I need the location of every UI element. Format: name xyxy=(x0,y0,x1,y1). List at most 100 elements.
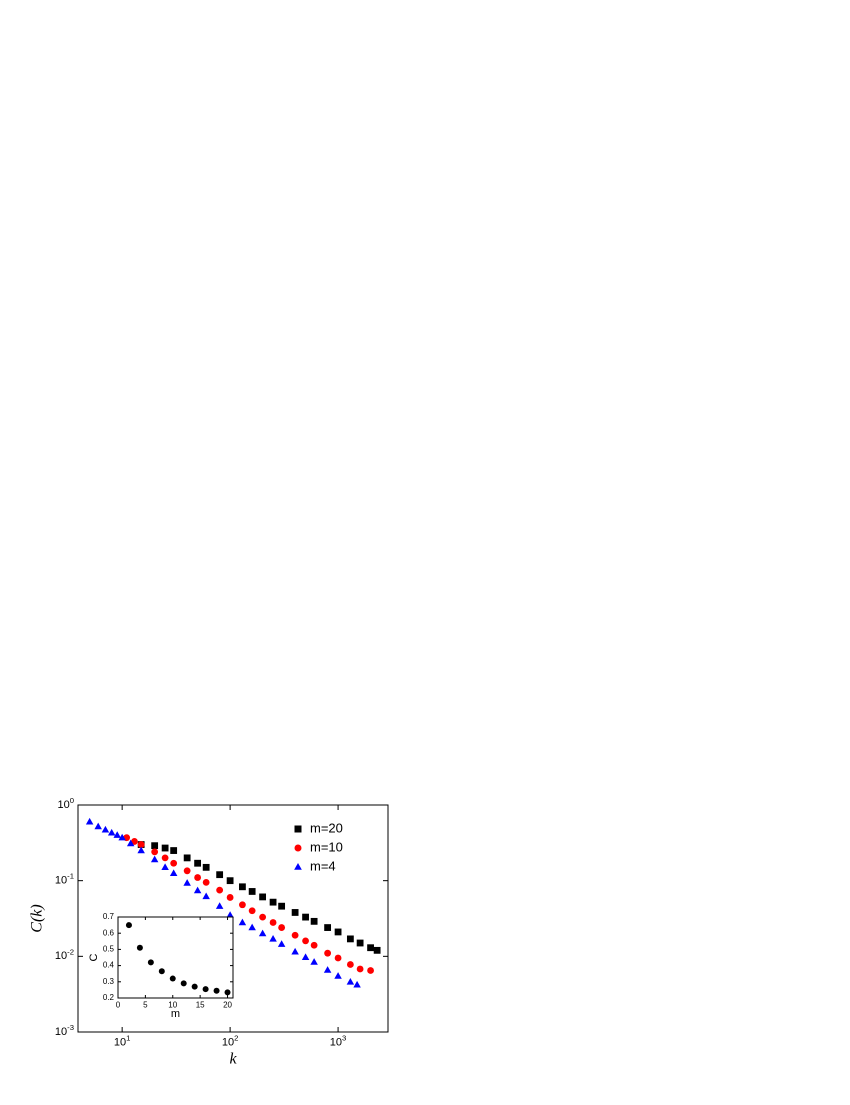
legend-label: m=10 xyxy=(310,839,343,854)
data-point xyxy=(194,874,202,881)
data-point xyxy=(216,871,224,879)
x-axis-label: k xyxy=(229,1051,237,1068)
data-point xyxy=(125,922,132,929)
data-point xyxy=(356,965,364,973)
data-point xyxy=(137,846,145,854)
data-point xyxy=(269,898,277,906)
x-tick-label: 103 xyxy=(330,1033,347,1048)
x-tick-label: 102 xyxy=(222,1033,239,1048)
data-point xyxy=(269,934,277,942)
data-point xyxy=(239,901,246,909)
data-point xyxy=(161,844,169,852)
data-point xyxy=(248,923,256,931)
data-point xyxy=(334,972,342,979)
data-point xyxy=(202,892,210,900)
data-point xyxy=(194,859,202,867)
data-point xyxy=(278,902,286,910)
data-point xyxy=(224,989,231,996)
data-point xyxy=(367,967,374,974)
data-point xyxy=(346,961,354,968)
data-point xyxy=(85,817,94,825)
y-tick-label: 100 xyxy=(57,796,74,811)
data-point xyxy=(226,911,234,918)
data-point xyxy=(213,987,220,994)
data-point xyxy=(113,831,121,838)
data-point xyxy=(216,886,224,894)
data-point xyxy=(193,886,202,894)
legend-marker xyxy=(294,844,302,852)
data-point xyxy=(310,958,318,965)
data-point xyxy=(202,863,210,871)
data-point xyxy=(310,941,318,949)
data-point xyxy=(131,838,138,845)
x-tick-label: 0 xyxy=(116,1001,121,1010)
data-point xyxy=(170,859,178,867)
x-tick-label: 10 xyxy=(168,1001,177,1010)
data-point xyxy=(356,939,364,947)
data-point xyxy=(169,869,178,877)
data-point xyxy=(291,931,299,939)
y-tick-label: 10-3 xyxy=(55,1023,74,1038)
data-point xyxy=(291,909,299,916)
data-point xyxy=(269,919,277,926)
y-tick-label: 10-2 xyxy=(55,947,74,962)
data-point xyxy=(126,839,135,847)
legend-label: m=4 xyxy=(310,858,336,873)
x-tick-label: 20 xyxy=(223,1001,232,1010)
data-point xyxy=(346,977,355,985)
y-axis-label: C(k) xyxy=(29,904,46,932)
data-point xyxy=(158,968,165,975)
data-point xyxy=(346,935,354,943)
data-point xyxy=(226,894,234,901)
data-point xyxy=(334,928,342,936)
data-point xyxy=(180,980,187,987)
data-point xyxy=(334,954,342,962)
data-point xyxy=(238,918,247,926)
data-point xyxy=(277,940,286,947)
data-point xyxy=(107,828,116,836)
data-point xyxy=(373,946,381,954)
data-point xyxy=(248,888,256,895)
legend-marker xyxy=(294,825,302,833)
data-point xyxy=(170,847,178,854)
data-point xyxy=(151,842,159,850)
data-point xyxy=(258,929,267,937)
data-point xyxy=(151,848,159,856)
x-tick-label: 5 xyxy=(143,1001,148,1010)
y-tick-label: 0.2 xyxy=(103,993,115,1002)
data-point xyxy=(259,913,267,921)
y-tick-label: 0.5 xyxy=(103,945,115,954)
data-point xyxy=(191,983,198,990)
data-point xyxy=(136,944,143,951)
data-point xyxy=(183,879,191,886)
data-point xyxy=(248,907,256,915)
data-point xyxy=(367,944,374,952)
y-tick-label: 10-1 xyxy=(55,871,74,886)
data-point xyxy=(353,980,361,988)
data-point xyxy=(291,947,299,955)
data-point xyxy=(137,841,145,848)
x-tick-label: 15 xyxy=(196,1001,205,1010)
data-point xyxy=(161,854,169,862)
data-point xyxy=(310,917,318,925)
legend-marker xyxy=(294,862,302,870)
data-point xyxy=(301,953,310,961)
x-tick-label: 101 xyxy=(114,1033,131,1048)
data-point xyxy=(278,924,286,931)
legend-label: m=20 xyxy=(310,820,343,835)
data-point xyxy=(202,878,210,886)
plot-frame xyxy=(117,916,234,999)
y-tick-label: 0.7 xyxy=(103,912,115,921)
data-point xyxy=(259,893,267,901)
data-point xyxy=(150,855,159,863)
y-tick-label: 0.3 xyxy=(103,977,115,986)
data-point xyxy=(202,986,209,993)
data-point xyxy=(302,937,309,945)
data-point xyxy=(323,966,332,973)
data-point xyxy=(324,949,332,957)
data-point xyxy=(215,902,224,909)
data-point xyxy=(226,877,234,885)
data-point xyxy=(183,867,191,875)
y-tick-label: 0.4 xyxy=(103,961,115,970)
